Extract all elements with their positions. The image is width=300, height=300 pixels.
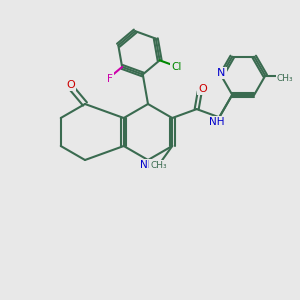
Text: O: O	[198, 84, 207, 94]
Text: F: F	[107, 74, 113, 83]
Text: Cl: Cl	[171, 62, 182, 72]
Text: CH₃: CH₃	[150, 161, 167, 170]
Text: NH: NH	[209, 117, 225, 127]
Text: O: O	[67, 80, 75, 90]
Text: N: N	[217, 68, 225, 78]
Text: CH₃: CH₃	[277, 74, 293, 83]
Text: NH: NH	[140, 160, 156, 170]
